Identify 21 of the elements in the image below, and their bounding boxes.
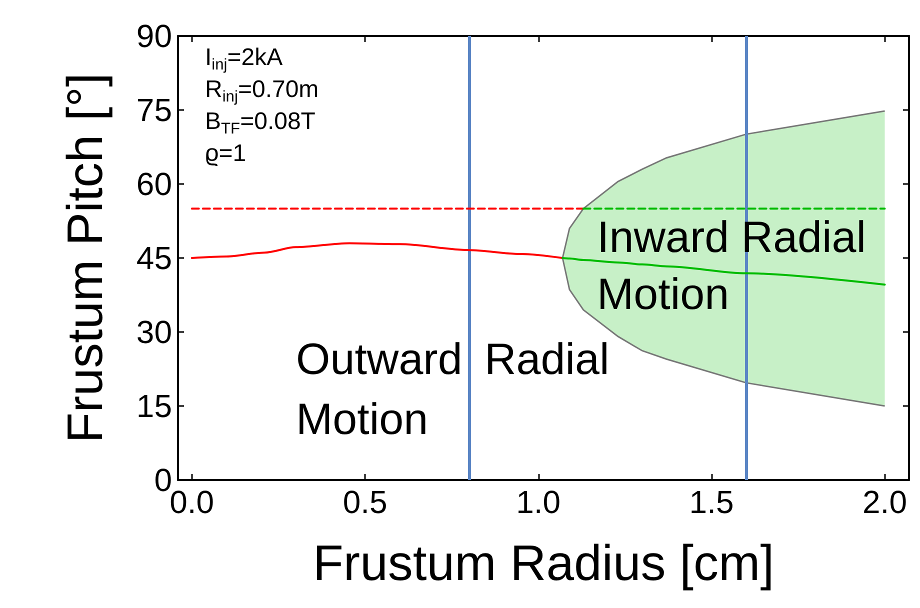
y-tick-label: 75 — [136, 92, 172, 128]
annotation: Outward Radial Motion — [296, 334, 610, 446]
y-axis-title: Frustum Pitch [°] — [57, 72, 113, 444]
x-axis-title: Frustum Radius [cm] — [312, 535, 774, 591]
line-series — [190, 242, 564, 259]
x-tick-label: 1.5 — [689, 484, 734, 520]
y-tick-label: 0 — [154, 462, 172, 498]
y-tick-label: 45 — [136, 240, 172, 276]
y-tick-label: 30 — [136, 314, 172, 350]
x-tick-label: 2.0 — [862, 484, 907, 520]
x-tick-label: 0.5 — [342, 484, 388, 520]
annotation: B$_{TF}$=0.08T — [205, 107, 316, 138]
annotation: ϱ=1 — [205, 139, 248, 169]
x-tick-label: 0.0 — [170, 484, 214, 520]
x-tick-label: 1.0 — [516, 484, 561, 520]
annotation: Inward Radial Motion — [597, 212, 868, 321]
y-tick-label: 15 — [136, 388, 172, 424]
y-tick-label: 90 — [136, 18, 172, 54]
annotation: I$_{inj}$=2kA — [205, 43, 284, 74]
annotation: R$_{inj}$=0.70m — [205, 75, 320, 106]
y-tick-label: 60 — [136, 166, 172, 202]
